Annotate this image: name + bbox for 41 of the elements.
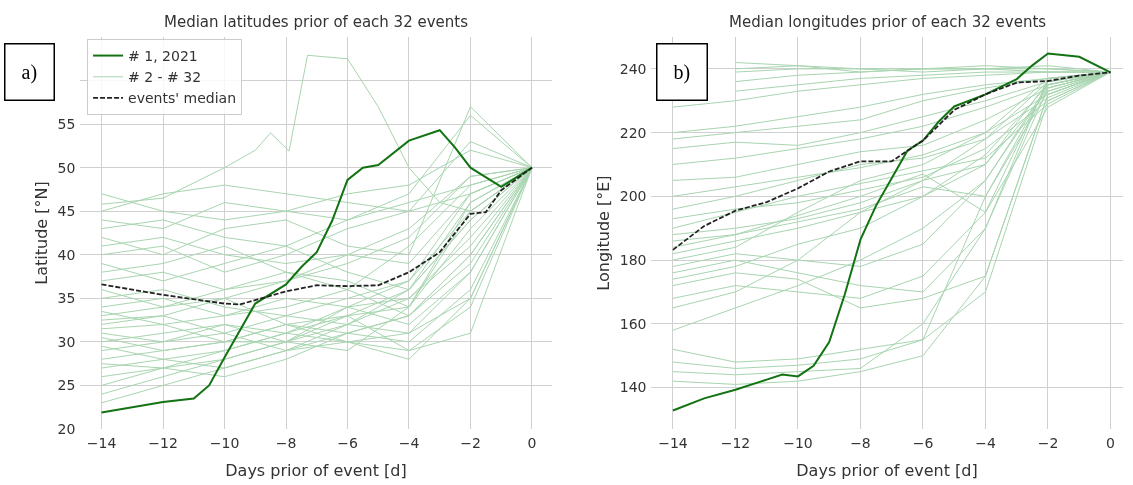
y-tick-label: 140: [619, 379, 647, 396]
x-tick-label: −4: [398, 434, 420, 451]
x-axis-title: Days prior of event [d]: [796, 460, 978, 480]
legend-label: # 1, 2021: [128, 48, 198, 65]
legend-label: # 2 - # 32: [128, 69, 202, 86]
y-tick-label: 50: [57, 159, 76, 176]
legend-label: events' median: [128, 90, 237, 107]
x-tick-label: −12: [720, 434, 751, 451]
y-tick-label: 40: [57, 246, 76, 263]
x-tick-label: −6: [337, 434, 358, 451]
y-tick-label: 180: [619, 251, 647, 268]
y-axis-title: Longitude [°E]: [594, 175, 614, 291]
x-tick-label: 0: [1106, 434, 1115, 451]
x-tick-label: −8: [275, 434, 297, 451]
x-tick-label: −4: [975, 434, 996, 451]
y-tick-label: 160: [619, 315, 647, 332]
chart-title: Median longitudes prior of each 32 events: [729, 13, 1047, 31]
x-tick-label: −2: [460, 434, 481, 451]
x-tick-label: −10: [783, 434, 813, 451]
y-tick-label: 45: [57, 203, 76, 220]
x-tick-label: 0: [527, 434, 537, 451]
annotation: b): [673, 60, 691, 84]
y-tick-label: 30: [57, 333, 76, 350]
y-axis-title: Latitude [°N]: [32, 181, 52, 285]
y-tick-label: 20: [57, 420, 76, 437]
y-tick-label: 55: [57, 116, 76, 133]
x-tick-label: −12: [148, 434, 178, 451]
y-tick-label: 35: [57, 290, 76, 307]
x-axis-title: Days prior of event [d]: [225, 460, 407, 480]
chart-title: Median latitudes prior of each 32 events: [164, 13, 469, 31]
x-tick-label: −2: [1037, 434, 1059, 451]
x-tick-label: −6: [912, 434, 934, 451]
y-tick-label: 240: [619, 60, 647, 77]
y-tick-label: 25: [57, 377, 76, 394]
x-tick-label: −8: [850, 434, 871, 451]
x-tick-label: −10: [209, 434, 240, 451]
y-tick-label: 220: [619, 124, 647, 141]
x-tick-label: −14: [86, 434, 117, 451]
text: a): [21, 60, 38, 84]
y-tick-label: 200: [619, 188, 647, 205]
x-tick-label: −14: [658, 434, 688, 451]
